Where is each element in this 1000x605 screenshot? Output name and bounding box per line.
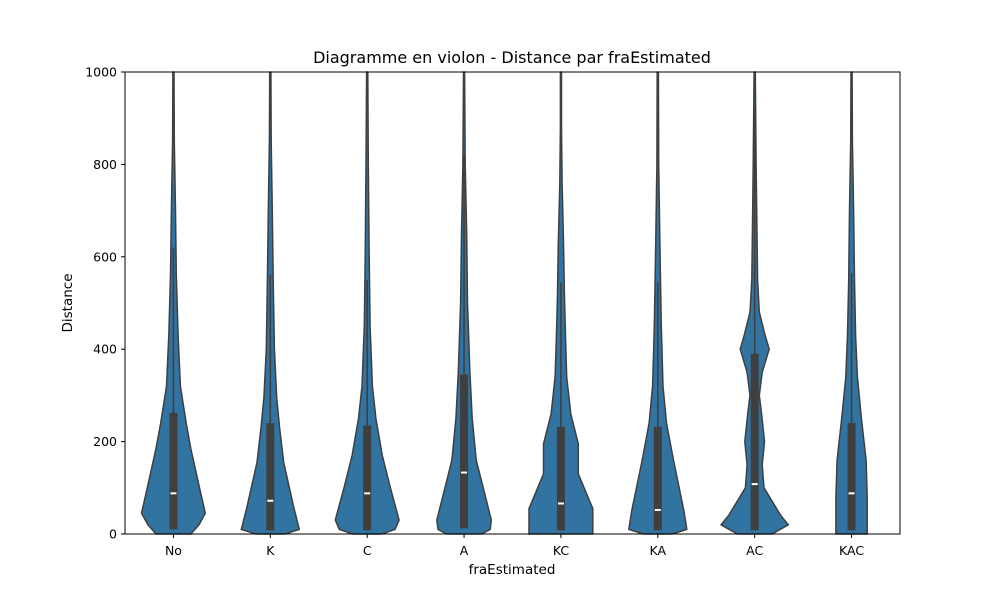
x-tick-label: K <box>266 543 275 558</box>
violin-iqr-box-no <box>169 412 178 530</box>
plot-frame <box>124 71 901 535</box>
chart-title: Diagramme en violon - Distance par fraEs… <box>313 48 711 67</box>
x-tick-label: A <box>460 543 469 558</box>
violin-group-kc <box>528 71 594 535</box>
x-tick-label: C <box>363 543 372 558</box>
violin-iqr-box-k <box>266 423 275 531</box>
y-tick-label: 1000 <box>85 65 117 80</box>
x-axis-label: fraEstimated <box>469 562 556 578</box>
y-tick-label: 0 <box>109 527 117 542</box>
violin-iqr-box-ac <box>750 353 759 531</box>
x-tick-label: KA <box>650 543 667 558</box>
violin-group-no <box>140 71 207 535</box>
violins-layer <box>140 71 868 535</box>
violin-group-kac <box>835 71 868 535</box>
violin-iqr-box-kc <box>556 426 565 531</box>
y-tick-label: 200 <box>93 434 117 449</box>
violin-group-c <box>334 71 400 535</box>
y-axis-label: Distance <box>60 273 76 332</box>
violin-iqr-box-ka <box>653 426 662 531</box>
y-tick-label: 600 <box>93 249 117 264</box>
y-tick-label: 400 <box>93 342 117 357</box>
violin-group-a <box>436 71 493 535</box>
violin-iqr-box-a <box>460 374 469 529</box>
violin-group-ac <box>720 71 790 535</box>
violin-iqr-box-c <box>363 425 372 531</box>
violin-group-ka <box>628 71 688 535</box>
violin-iqr-box-kac <box>847 423 856 531</box>
x-tick-label: KAC <box>839 543 864 558</box>
x-tick-label: No <box>165 543 182 558</box>
x-tick-label: KC <box>553 543 570 558</box>
x-tick-label: AC <box>746 543 763 558</box>
y-tick-label: 800 <box>93 157 117 172</box>
violin-group-k <box>240 71 301 535</box>
